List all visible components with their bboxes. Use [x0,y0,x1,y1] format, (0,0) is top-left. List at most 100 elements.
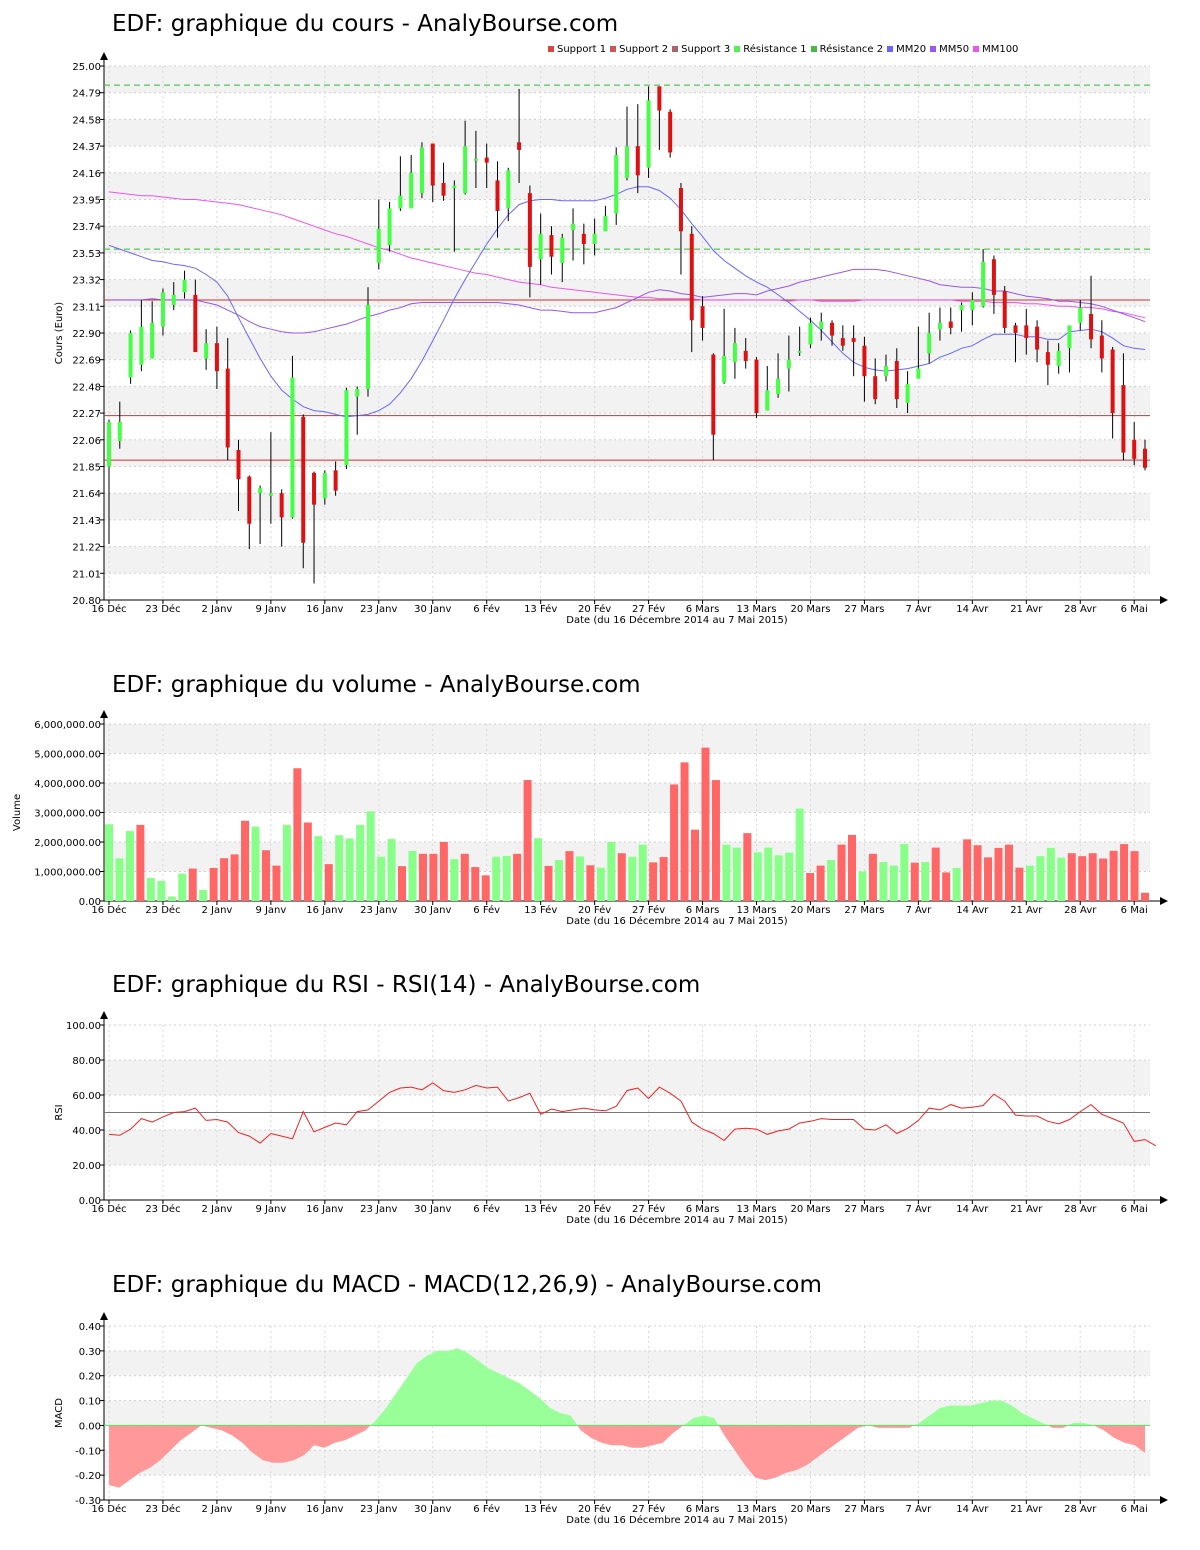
macd-xtick-label: 13 Mars [737,1504,777,1515]
volume-xtick-label: 30 Janv [414,905,451,916]
volume-bar [617,853,626,901]
candle-body [430,143,435,186]
volume-bar [303,822,312,901]
candle-body [1121,385,1126,453]
macd-xtick-label: 20 Mars [790,1504,830,1515]
volume-bar [554,859,563,901]
volume-bar [534,838,543,901]
volume-ytick-label: 1,000,000.00 [34,868,101,879]
candle-body [722,355,727,383]
candle-body [366,305,370,389]
macd-negative-area [577,1425,684,1448]
volume-bar [377,856,386,901]
rsi-line [108,1082,1157,1147]
volume-xtick-label: 6 Mars [686,905,720,916]
rsi-chart-title: EDF: graphique du RSI - RSI(14) - AnalyB… [112,972,701,998]
volume-bar [345,838,354,901]
macd-xtick-label: 6 Mars [686,1504,720,1515]
legend-swatch [973,46,980,52]
volume-bar [366,811,375,901]
candle-body [1089,313,1094,340]
volume-bar [261,850,270,901]
rsi-y-axis-arrow [100,1011,108,1019]
macd-ytick-label: 0.40 [79,1322,101,1333]
macd-xtick-label: 27 Mars [844,1504,884,1515]
candle-body [1024,325,1029,339]
macd-negative-area [1093,1425,1145,1453]
volume-xtick-label: 27 Mars [844,905,884,916]
candle-body [905,383,910,403]
rsi-chart-svg: 0.00 20.00 40.00 60.00 80.00 100.00 16 Déc 23 D… [54,1011,1168,1226]
volume-xtick-label: 13 Mars [737,905,777,916]
candle-body [452,185,457,189]
candle-body [776,378,781,395]
candle-body [107,422,111,467]
volume-bar [1046,847,1055,901]
volume-bar [1004,844,1013,901]
volume-y-axis-label: Volume [12,794,23,831]
macd-negative-area [1047,1425,1069,1428]
legend-item: MM50 [930,44,969,55]
macd-xtick-label: 23 Janv [360,1504,397,1515]
rsi-xtick-label: 6 Fév [473,1203,500,1215]
rsi-xtick-label: 13 Mars [737,1204,777,1215]
volume-bar [1078,856,1087,901]
volume-bar [544,865,553,901]
volume-bar [596,867,605,901]
volume-bar [837,844,846,901]
volume-ytick-label: 3,000,000.00 [34,809,101,820]
volume-bar [324,864,333,901]
volume-ytick-label: 2,000,000.00 [34,838,101,849]
volume-bar [157,880,166,901]
candle-body [290,377,295,518]
volume-bar [984,857,993,901]
volume-bar [282,824,291,901]
price-ytick-label: 22.48 [72,382,101,393]
volume-bar [167,896,176,901]
volume-bar [136,824,145,901]
volume-bar [691,829,700,901]
price-ytick-label: 23.11 [72,302,101,313]
volume-bar [220,858,229,901]
candle-body [333,470,338,491]
macd-xtick-label: 13 Fév [524,1503,557,1515]
macd-negative-area [868,1425,915,1428]
price-xtick-label: 20 Mars [790,604,830,615]
candle-body [840,338,845,346]
candle-body [1067,325,1072,349]
price-band [104,439,1150,467]
candle-body [150,322,155,359]
candle-body [678,188,683,232]
rsi-xtick-label: 9 Janv [255,1204,286,1215]
candle-body [463,146,468,194]
volume-band [104,783,1150,813]
rsi-band [104,1130,1150,1165]
macd-negative-area [201,1425,371,1463]
mm20-line [108,186,1146,418]
candle-body [560,237,565,264]
price-ytick-label: 23.74 [72,222,101,233]
candle-body [214,343,219,372]
volume-chart-title: EDF: graphique du volume - AnalyBourse.c… [112,672,641,698]
volume-bar [146,877,155,901]
legend-item: Résistance 1 [734,44,807,55]
price-xtick-label: 27 Mars [844,604,884,615]
volume-bar [575,856,584,901]
candle-body [139,326,144,365]
volume-bar [523,780,532,901]
legend-item: Résistance 2 [810,44,883,55]
volume-bar [1025,865,1034,901]
volume-bar [513,853,522,901]
candle-body [204,343,209,359]
rsi-xtick-label: 20 Fév [578,1203,611,1215]
volume-band [104,842,1150,872]
price-chart-legend: Support 1 Support 2 Support 3 Résistance 1 R… [548,44,1022,55]
price-ytick-label: 22.90 [72,329,101,340]
volume-bar [387,839,396,901]
candle-body [117,422,122,442]
candle-body [1143,448,1147,468]
candle-body [959,305,964,311]
volume-bar [743,833,752,901]
candle-body [225,368,230,448]
macd-ytick-label: -0.30 [75,1496,101,1507]
